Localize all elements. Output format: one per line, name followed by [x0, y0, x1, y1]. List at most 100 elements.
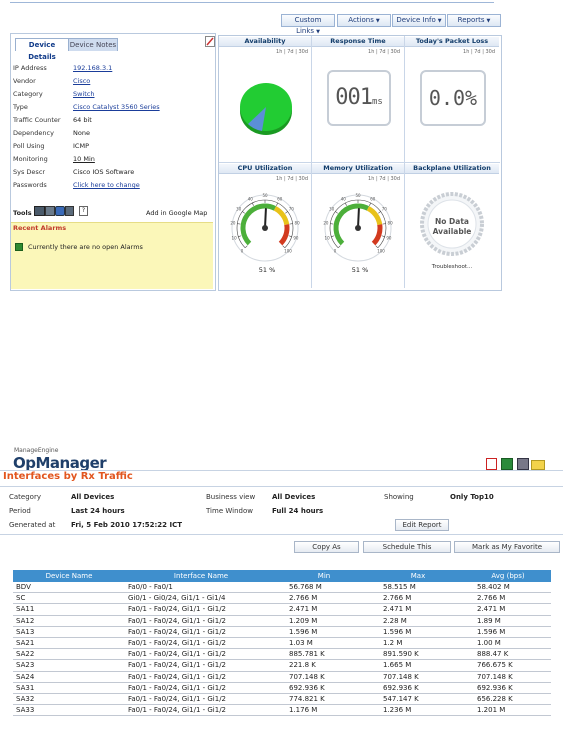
- actions-menu[interactable]: Actions ▼: [337, 14, 391, 27]
- vendor-value[interactable]: Cisco: [73, 77, 91, 85]
- gauge-tick: [375, 245, 379, 249]
- col-interface-name[interactable]: Interface Name: [125, 570, 277, 582]
- availability-period-links[interactable]: 1h | 7d | 30d: [276, 49, 308, 55]
- table-row: SA11 Fa0/1 - Fa0/24, Gi1/1 - Gi1/2 2.471 M…: [13, 603, 551, 616]
- cell-min: 56.768 M: [277, 582, 371, 594]
- cell-max: 2.471 M: [371, 603, 465, 616]
- gauge-needle: [264, 208, 267, 229]
- add-google-map-link[interactable]: Add in Google Map: [146, 209, 208, 217]
- traceroute-icon[interactable]: [45, 206, 55, 216]
- gauge-tick-label: 40: [248, 197, 254, 202]
- brand-maker: ManageEngine: [14, 447, 59, 454]
- edit-report-button[interactable]: Edit Report: [395, 519, 449, 531]
- vendor-label: Vendor: [13, 77, 36, 85]
- gauge-tick-label: 90: [293, 236, 299, 241]
- col-avg[interactable]: Avg (bps): [465, 570, 551, 582]
- ip-value[interactable]: 192.168.3.1: [73, 64, 113, 72]
- table-row: SC Gi0/1 - Gi0/24, Gi1/1 - Gi1/4 2.766 M 2.…: [13, 592, 551, 605]
- pdf-export-icon[interactable]: [486, 458, 497, 470]
- monitoring-value[interactable]: 10 Min: [73, 155, 95, 163]
- cell-device[interactable]: BDV: [13, 582, 125, 594]
- cell-avg: 888.47 K: [465, 648, 551, 661]
- gauge-tick-label: 30: [329, 206, 335, 211]
- browser-icon[interactable]: [65, 206, 74, 216]
- edit-icon[interactable]: [205, 36, 215, 47]
- mark-favorite-button[interactable]: Mark as My Favorite: [454, 541, 560, 553]
- custom-links-menu[interactable]: Custom Links ▼: [281, 14, 335, 35]
- reports-menu[interactable]: Reports ▼: [447, 14, 501, 27]
- response-time-display: 001ms: [327, 70, 391, 126]
- telnet-icon[interactable]: [34, 206, 45, 216]
- print-icon[interactable]: [517, 458, 529, 470]
- cell-device[interactable]: SA13: [13, 626, 125, 638]
- recent-alarms-box: [11, 222, 213, 289]
- cell-device[interactable]: SA22: [13, 648, 125, 661]
- showing-label: Showing: [384, 493, 414, 501]
- response-time-period-links[interactable]: 1h | 7d | 30d: [368, 49, 400, 55]
- cell-device[interactable]: SA32: [13, 693, 125, 706]
- cell-max: 1.665 M: [371, 659, 465, 672]
- email-icon[interactable]: [531, 460, 545, 470]
- cell-device[interactable]: SA23: [13, 659, 125, 672]
- cell-max: 707.148 K: [371, 671, 465, 683]
- gauge-tick: [252, 202, 254, 206]
- packet-loss-title: Today's Packet Loss: [405, 37, 499, 47]
- cell-max: 891.590 K: [371, 648, 465, 661]
- tools-label: Tools: [13, 209, 32, 217]
- gauge-tick: [288, 235, 292, 237]
- tab-device-notes[interactable]: Device Notes: [68, 38, 118, 51]
- cell-device[interactable]: SA33: [13, 704, 125, 717]
- cell-device[interactable]: SA31: [13, 682, 125, 694]
- ping-icon[interactable]: [55, 206, 65, 216]
- cell-device[interactable]: SA24: [13, 671, 125, 683]
- memory-period-links[interactable]: 1h | 7d | 30d: [368, 176, 400, 182]
- copy-as-button[interactable]: Copy As: [294, 541, 359, 553]
- alarms-message: Currently there are no open Alarms: [28, 243, 143, 251]
- col-min[interactable]: Min: [277, 570, 371, 582]
- excel-export-icon[interactable]: [501, 458, 513, 470]
- schedule-this-button[interactable]: Schedule This: [363, 541, 451, 553]
- col-max[interactable]: Max: [371, 570, 465, 582]
- cell-min: 774.821 K: [277, 693, 371, 706]
- packet-loss-period-links[interactable]: 1h | 7d | 30d: [463, 49, 495, 55]
- cell-interface: Gi0/1 - Gi0/24, Gi1/1 - Gi1/4: [125, 592, 277, 605]
- poll-using-label: Poll Using: [13, 142, 45, 150]
- category-value[interactable]: Switch: [73, 90, 95, 98]
- cell-min: 692.936 K: [277, 682, 371, 694]
- help-icon[interactable]: ?: [79, 206, 88, 216]
- cell-interface: Fa0/1 - Fa0/24, Gi1/1 - Gi1/2: [125, 682, 277, 694]
- type-value[interactable]: Cisco Catalyst 3560 Series: [73, 103, 160, 111]
- col-device-name[interactable]: Device Name: [13, 570, 125, 582]
- table-header-row: Device Name Interface Name Min Max Avg (…: [13, 570, 551, 582]
- gauge-band: [278, 224, 290, 246]
- availability-pie-chart: [240, 83, 292, 135]
- cell-interface: Fa0/1 - Fa0/24, Gi1/1 - Gi1/2: [125, 704, 277, 717]
- time-window-label: Time Window: [206, 507, 253, 515]
- gauge-band: [333, 203, 370, 246]
- cell-max: 1.236 M: [371, 704, 465, 717]
- generated-value: Fri, 5 Feb 2010 17:52:22 ICT: [71, 521, 182, 529]
- category-label: Category: [13, 90, 43, 98]
- table-row: SA32 Fa0/1 - Fa0/24, Gi1/1 - Gi1/2 774.821…: [13, 693, 551, 706]
- backplane-troubleshoot-link[interactable]: Troubleshoot...: [431, 264, 473, 270]
- passwords-link[interactable]: Click here to change: [73, 181, 140, 189]
- traffic-counter-label: Traffic Counter: [13, 116, 61, 124]
- passwords-label: Passwords: [13, 181, 47, 189]
- device-info-menu[interactable]: Device Info ▼: [392, 14, 446, 27]
- period-label: Period: [9, 507, 31, 515]
- cell-device[interactable]: SA12: [13, 615, 125, 627]
- tab-device-details[interactable]: Device Details: [15, 38, 69, 61]
- cpu-period-links[interactable]: 1h | 7d | 30d: [276, 176, 308, 182]
- cell-interface: Fa0/1 - Fa0/24, Gi1/1 - Gi1/2: [125, 671, 277, 683]
- table-row: SA23 Fa0/1 - Fa0/24, Gi1/1 - Gi1/2 221.8 K…: [13, 659, 551, 672]
- recent-alarms-title: Recent Alarms: [13, 224, 67, 232]
- cell-device[interactable]: SC: [13, 592, 125, 605]
- cell-min: 221.8 K: [277, 659, 371, 672]
- cell-device[interactable]: SA21: [13, 637, 125, 650]
- response-time-value: 001: [335, 85, 373, 110]
- cell-min: 1.209 M: [277, 615, 371, 627]
- cell-device[interactable]: SA11: [13, 603, 125, 616]
- top-border: [10, 2, 494, 3]
- cell-avg: 1.89 M: [465, 615, 551, 627]
- gauge-tick-label: 10: [232, 236, 238, 241]
